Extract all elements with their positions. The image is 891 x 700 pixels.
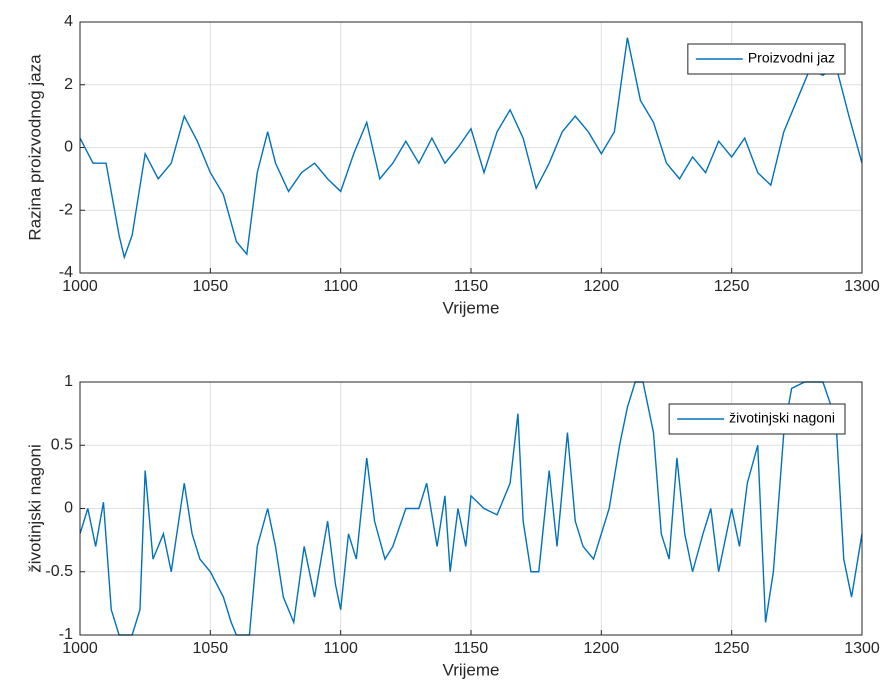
x-tick-label: 1050 — [193, 640, 229, 657]
x-tick-label: 1100 — [323, 640, 358, 657]
x-axis-label: Vrijeme — [443, 298, 500, 317]
y-axis-label: Razina proizvodnog jaza — [25, 54, 44, 241]
y-tick-label: 0 — [64, 500, 73, 517]
x-tick-label: 1300 — [844, 640, 880, 657]
y-tick-label: 2 — [64, 76, 73, 93]
y-tick-label: 0.5 — [51, 436, 73, 453]
axes-box — [79, 381, 863, 636]
legend-label: Proizvodni jaz — [748, 50, 835, 66]
x-tick-label: 1300 — [844, 278, 880, 295]
data-line — [79, 381, 863, 636]
data-line — [79, 37, 863, 260]
legend-label: životinjski nagoni — [729, 410, 835, 426]
y-tick-label: 4 — [64, 13, 73, 30]
x-tick-label: 1100 — [323, 278, 358, 295]
y-tick-label: -0.5 — [45, 563, 73, 580]
x-tick-label: 1250 — [714, 278, 750, 295]
y-tick-label: 1 — [64, 373, 73, 390]
x-tick-label: 1050 — [193, 278, 229, 295]
y-tick-label: -4 — [59, 264, 73, 281]
x-axis-label: Vrijeme — [443, 660, 500, 679]
y-tick-label: -1 — [59, 626, 73, 643]
x-tick-label: 1250 — [714, 640, 750, 657]
x-tick-label: 1200 — [584, 640, 620, 657]
x-tick-label: 1150 — [454, 278, 489, 295]
x-tick-label: 1000 — [62, 278, 98, 295]
x-tick-label: 1200 — [584, 278, 620, 295]
x-tick-label: 1150 — [454, 640, 489, 657]
y-tick-label: -2 — [59, 201, 73, 218]
y-axis-label: životinjski nagoni — [25, 444, 44, 573]
axes-box — [79, 21, 863, 274]
y-tick-label: 0 — [64, 139, 73, 156]
x-tick-label: 1000 — [62, 640, 98, 657]
